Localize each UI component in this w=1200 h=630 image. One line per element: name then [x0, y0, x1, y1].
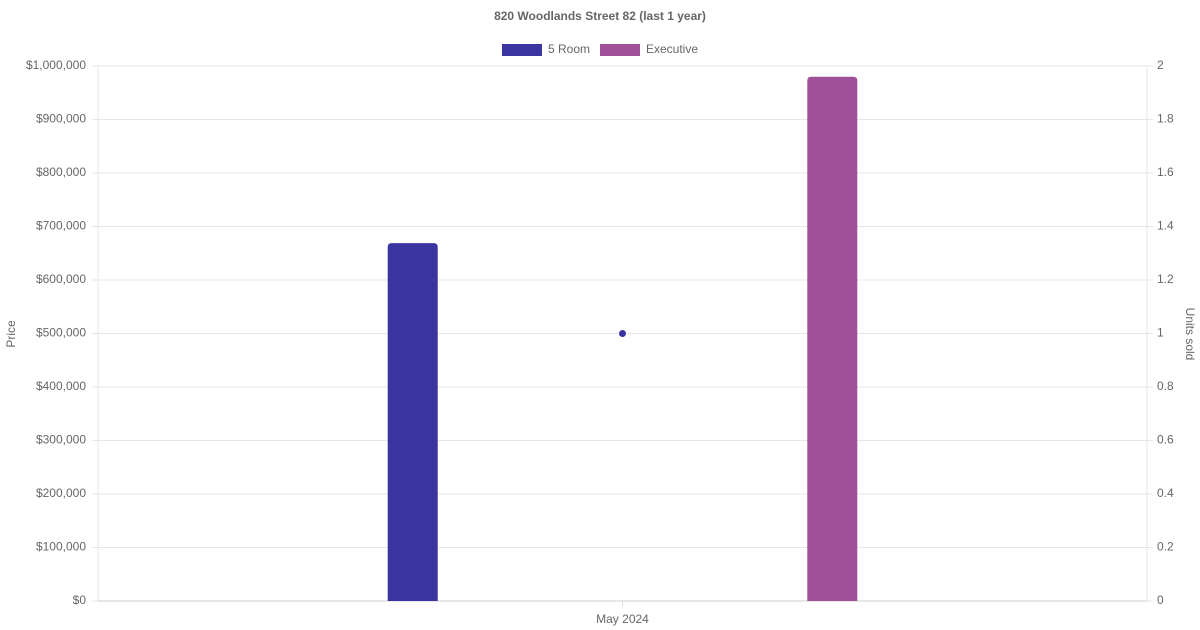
y2-tick-label: 0.4 [1157, 486, 1174, 500]
y2-tick-label: 0.6 [1157, 433, 1174, 447]
legend-swatch [600, 44, 640, 56]
y2-tick-label: 0.8 [1157, 379, 1174, 393]
legend-label: Executive [646, 42, 698, 56]
y2-tick-label: 0 [1157, 593, 1164, 607]
y-tick-label: $900,000 [36, 112, 86, 126]
y-tick-label: $400,000 [36, 379, 86, 393]
y-axis-title: Price [4, 320, 18, 348]
point [619, 330, 626, 337]
y2-tick-label: 0.2 [1157, 540, 1174, 554]
y2-tick-label: 2 [1157, 58, 1164, 72]
y-tick-label: $800,000 [36, 165, 86, 179]
y2-tick-label: 1.8 [1157, 112, 1174, 126]
y-tick-label: $500,000 [36, 326, 86, 340]
x-tick-label: May 2024 [596, 612, 649, 626]
y-tick-label: $0 [73, 593, 87, 607]
y2-axis-title: Units sold [1183, 308, 1197, 361]
bar [807, 76, 858, 601]
y2-tick-label: 1.2 [1157, 272, 1174, 286]
y-tick-label: $1,000,000 [26, 58, 86, 72]
y-tick-label: $700,000 [36, 219, 86, 233]
y-tick-label: $200,000 [36, 486, 86, 500]
bar [387, 243, 438, 601]
chart-title: 820 Woodlands Street 82 (last 1 year) [494, 9, 706, 23]
y-tick-label: $300,000 [36, 433, 86, 447]
y2-tick-label: 1 [1157, 326, 1164, 340]
legend-swatch [501, 44, 542, 56]
y2-tick-label: 1.6 [1157, 165, 1174, 179]
legend-label: 5 Room [548, 42, 590, 56]
y-tick-label: $100,000 [36, 540, 86, 554]
y2-tick-label: 1.4 [1157, 219, 1174, 233]
y-tick-label: $600,000 [36, 272, 86, 286]
